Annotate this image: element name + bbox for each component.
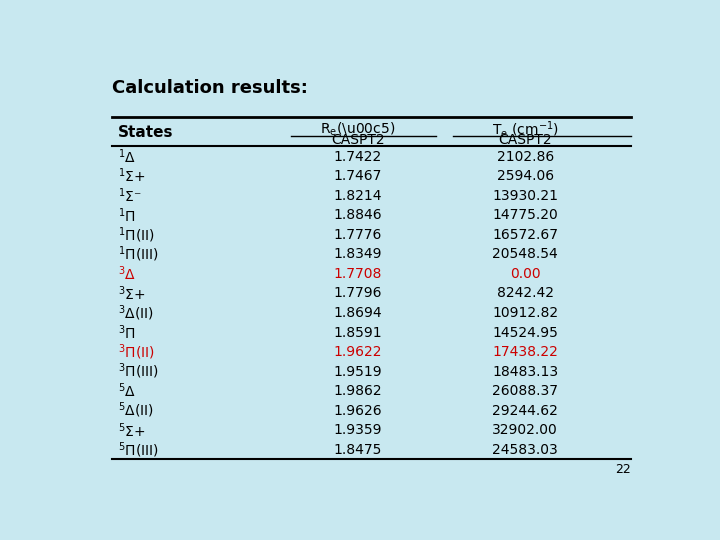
Text: 10912.82: 10912.82 [492,306,558,320]
Text: $^{3}$Σ+: $^{3}$Σ+ [118,284,145,303]
Text: 1.7796: 1.7796 [333,286,382,300]
Text: 18483.13: 18483.13 [492,364,558,379]
Text: T$_\mathrm{e}$ (cm$^{-1}$): T$_\mathrm{e}$ (cm$^{-1}$) [492,119,559,140]
Text: 14775.20: 14775.20 [492,208,558,222]
Text: 1.7776: 1.7776 [333,228,382,242]
Text: 2102.86: 2102.86 [497,150,554,164]
Text: $^{5}$Δ(II): $^{5}$Δ(II) [118,401,154,421]
Text: $^{1}$Π: $^{1}$Π [118,206,135,225]
Text: 1.7708: 1.7708 [333,267,382,281]
Text: $^{3}$Π(II): $^{3}$Π(II) [118,342,155,362]
Text: $^{3}$Π: $^{3}$Π [118,323,135,342]
Text: 17438.22: 17438.22 [492,345,558,359]
Text: States: States [118,125,174,140]
Text: 1.9862: 1.9862 [333,384,382,398]
Text: R$_\mathrm{e}$(\u00c5): R$_\mathrm{e}$(\u00c5) [320,120,395,138]
Text: $^{1}$Π(III): $^{1}$Π(III) [118,245,159,264]
Text: 1.7467: 1.7467 [333,169,382,183]
Text: 0.00: 0.00 [510,267,541,281]
Text: $^{1}$Δ: $^{1}$Δ [118,147,136,166]
Text: 1.7422: 1.7422 [333,150,382,164]
Text: 29244.62: 29244.62 [492,404,558,417]
Text: $^{3}$Π(III): $^{3}$Π(III) [118,362,159,381]
Text: 1.8846: 1.8846 [333,208,382,222]
Text: 1.8591: 1.8591 [333,326,382,340]
Text: 22: 22 [616,463,631,476]
Text: 1.8214: 1.8214 [333,188,382,202]
Text: 2594.06: 2594.06 [497,169,554,183]
Text: 13930.21: 13930.21 [492,188,558,202]
Text: 20548.54: 20548.54 [492,247,558,261]
Text: 14524.95: 14524.95 [492,326,558,340]
Text: $^{5}$Π(III): $^{5}$Π(III) [118,440,159,460]
Text: $^{1}$Σ⁻: $^{1}$Σ⁻ [118,186,142,205]
Text: $^{3}$Δ(II): $^{3}$Δ(II) [118,303,154,323]
Text: 16572.67: 16572.67 [492,228,558,242]
Text: CASPT2: CASPT2 [498,133,552,147]
Text: $^{5}$Σ+: $^{5}$Σ+ [118,421,145,440]
Text: 26088.37: 26088.37 [492,384,558,398]
Text: $^{3}$Δ: $^{3}$Δ [118,265,136,283]
Text: CASPT2: CASPT2 [331,133,384,147]
Text: 1.9359: 1.9359 [333,423,382,437]
Text: $^{5}$Δ: $^{5}$Δ [118,382,136,401]
Text: 1.8349: 1.8349 [333,247,382,261]
Text: 1.9622: 1.9622 [333,345,382,359]
Text: 1.8475: 1.8475 [333,443,382,457]
Text: 1.8694: 1.8694 [333,306,382,320]
Text: 8242.42: 8242.42 [497,286,554,300]
Text: 1.9626: 1.9626 [333,404,382,417]
Text: 24583.03: 24583.03 [492,443,558,457]
Text: $^{1}$Σ+: $^{1}$Σ+ [118,167,145,185]
Text: Calculation results:: Calculation results: [112,79,308,97]
Text: 1.9519: 1.9519 [333,364,382,379]
Text: 32902.00: 32902.00 [492,423,558,437]
Text: $^{1}$Π(II): $^{1}$Π(II) [118,225,155,245]
